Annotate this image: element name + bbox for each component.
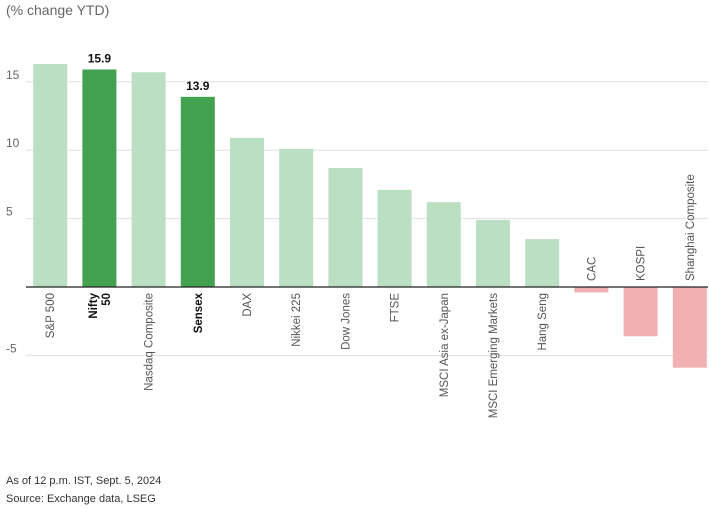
source-note: Source: Exchange data, LSEG — [6, 493, 156, 505]
category-label: 50 — [101, 293, 113, 306]
y-tick-label: 15 — [6, 68, 20, 82]
category-label: Nikkei 225 — [291, 293, 303, 347]
category-label: FTSE — [390, 293, 402, 323]
bar — [672, 287, 707, 368]
bar — [623, 287, 658, 337]
category-label: MSCI Emerging Markets — [488, 293, 500, 419]
category-label: Sensex — [193, 292, 205, 333]
chart-subtitle: (% change YTD) — [6, 2, 110, 18]
category-label: Dow Jones — [340, 293, 352, 350]
category-label: KOSPI — [636, 246, 648, 281]
bar — [574, 287, 609, 293]
bar — [426, 202, 461, 287]
category-label: S&P 500 — [45, 293, 57, 338]
data-label: 13.9 — [186, 79, 210, 93]
y-tick-label: -5 — [6, 341, 17, 355]
data-label: 15.9 — [88, 51, 112, 65]
category-label: DAX — [242, 293, 254, 317]
bar — [180, 96, 215, 288]
chart-notes: As of 12 p.m. IST, Sept. 5, 2024 Source:… — [6, 472, 161, 508]
bar — [131, 72, 166, 287]
bar-chart: 15 10 5 -5 S&P 500 15.9 Nifty 50 Nasdaq Composit… — [6, 51, 708, 419]
bar — [230, 137, 264, 287]
bar — [279, 148, 314, 287]
y-tick-label: 10 — [6, 136, 20, 150]
category-label: CAC — [586, 257, 598, 281]
category-label: MSCI Asia ex-Japan — [439, 293, 451, 397]
bar — [377, 189, 412, 287]
bar — [82, 69, 117, 287]
y-tick-label: 5 — [6, 205, 13, 219]
category-label: Nifty — [88, 292, 100, 318]
bar — [525, 239, 560, 287]
category-label: Nasdaq Composite — [144, 293, 156, 391]
bar — [328, 167, 363, 287]
category-label: Shanghai Composite — [685, 174, 697, 281]
bar — [33, 64, 68, 288]
bar — [476, 219, 510, 287]
as-of-note: As of 12 p.m. IST, Sept. 5, 2024 — [6, 475, 162, 487]
category-label: Hang Seng — [537, 293, 549, 351]
